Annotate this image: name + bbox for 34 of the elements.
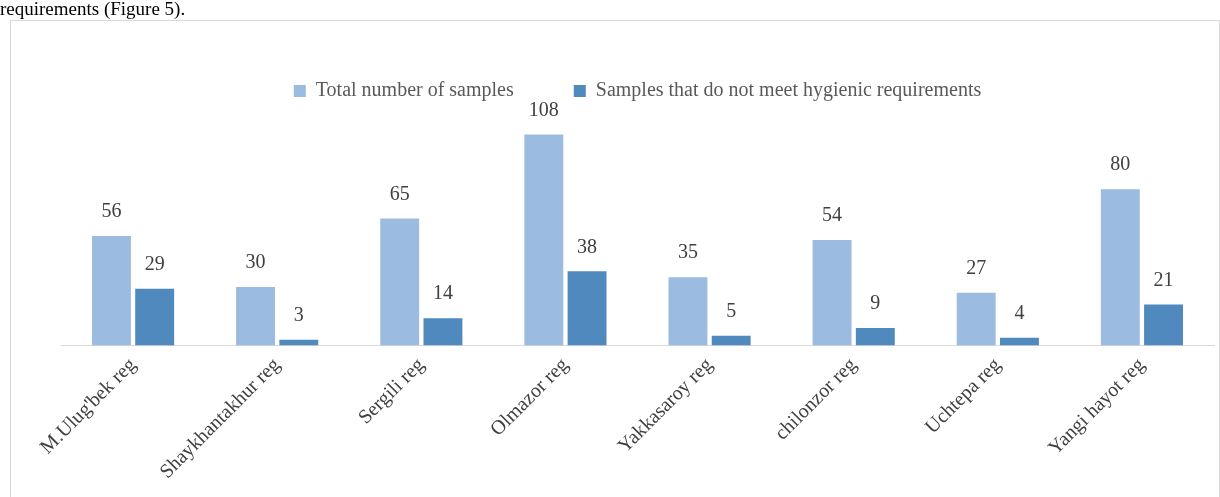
data-label: 35 — [677, 240, 698, 263]
bar — [567, 271, 607, 346]
data-label: 80 — [1110, 152, 1131, 175]
bar — [1144, 304, 1184, 346]
bar — [999, 337, 1039, 346]
legend-label: Total number of samples — [315, 78, 514, 102]
bar — [668, 277, 708, 346]
data-label: 65 — [389, 181, 410, 204]
bar — [956, 292, 996, 346]
data-label: 9 — [870, 291, 881, 314]
bar — [236, 286, 276, 346]
bar — [711, 335, 751, 346]
data-label: 21 — [1153, 267, 1174, 290]
data-label: 3 — [293, 302, 304, 325]
data-label: 56 — [101, 199, 122, 222]
data-label: 14 — [432, 281, 453, 304]
legend-label: Samples that do not meet hygienic requirements — [595, 78, 982, 102]
bar — [423, 318, 463, 346]
data-label: 38 — [577, 234, 598, 257]
bar — [524, 134, 564, 346]
data-label: 30 — [245, 250, 266, 273]
data-label: 54 — [822, 203, 843, 226]
data-label: 108 — [528, 97, 559, 120]
data-label: 5 — [726, 299, 737, 322]
bar — [91, 236, 131, 346]
data-label: 29 — [144, 252, 165, 275]
bar — [812, 239, 852, 346]
bar — [135, 288, 175, 346]
bar — [1100, 189, 1140, 346]
bar — [855, 327, 895, 346]
data-label: 27 — [966, 256, 987, 279]
data-label: 4 — [1014, 300, 1025, 323]
bar — [380, 218, 420, 346]
text: requirements (Figure 5). — [0, 0, 186, 20]
